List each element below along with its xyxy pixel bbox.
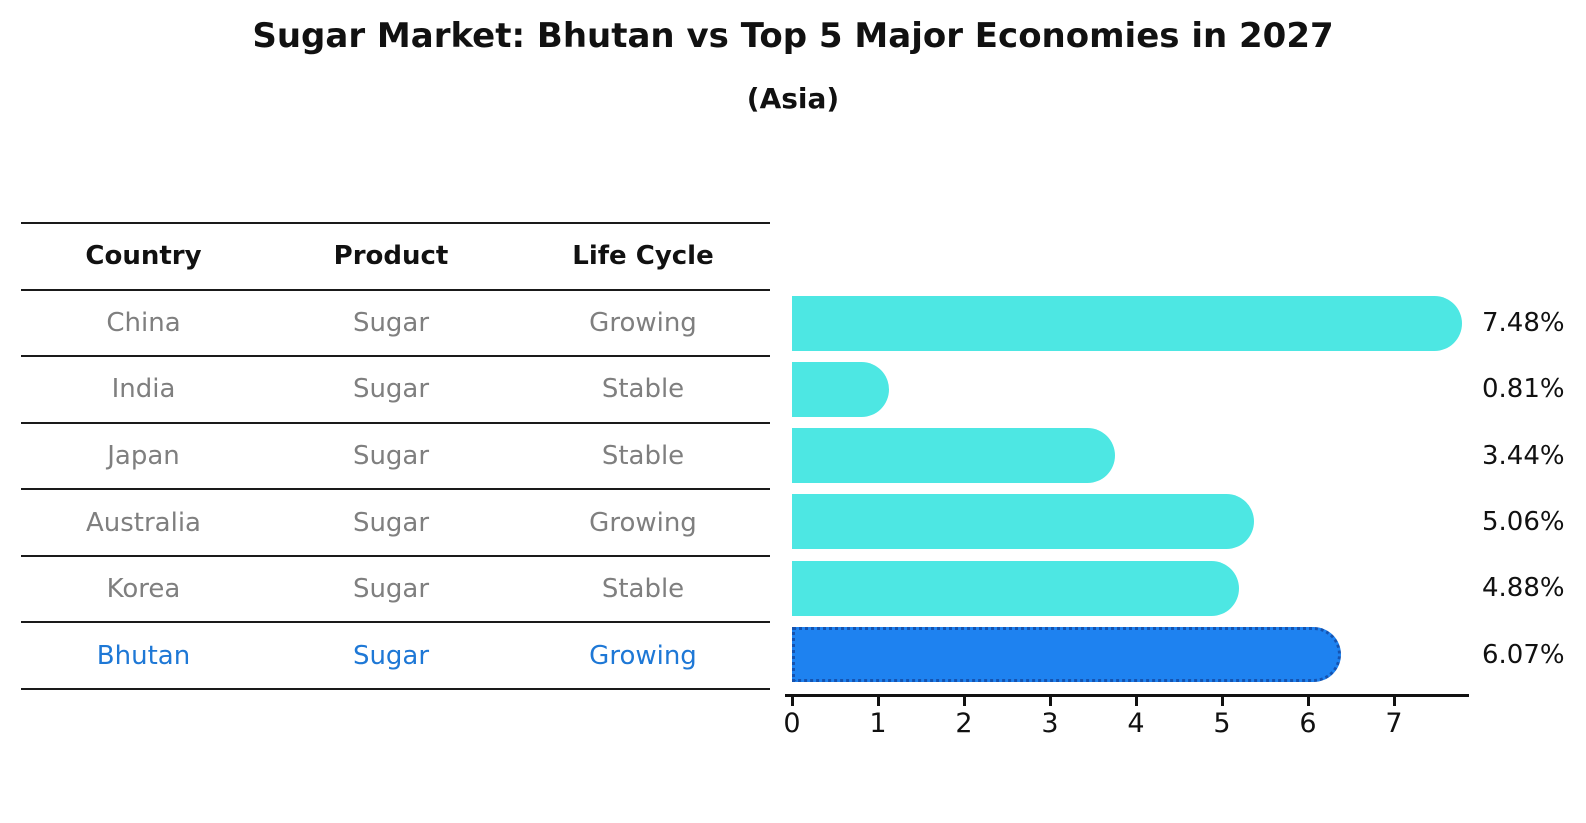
- cell-country: Bhutan: [96, 640, 191, 671]
- cell-product: Sugar: [352, 307, 430, 338]
- tick-mark: [1049, 697, 1052, 706]
- cell-product: Sugar: [352, 374, 430, 405]
- bar-row-korea: 4.88%: [792, 555, 1586, 621]
- tick-label: 4: [1127, 708, 1145, 739]
- tick-label: 6: [1299, 708, 1317, 739]
- table-row: Korea Sugar Stable: [21, 554, 770, 622]
- x-axis: 0 1 2 3 4 5 6 7: [783, 694, 1469, 754]
- tick-label: 7: [1385, 708, 1403, 739]
- tick-label: 3: [1041, 708, 1059, 739]
- bar-row-bhutan: 6.07%: [792, 622, 1586, 688]
- tick-mark: [1135, 697, 1138, 706]
- header-product: Product: [333, 241, 449, 272]
- tick-mark: [791, 697, 794, 706]
- tick-mark: [1221, 697, 1224, 706]
- cell-product: Sugar: [352, 440, 430, 471]
- value-label-japan: 3.44%: [1482, 440, 1565, 471]
- bar-bhutan-highlight: [792, 627, 1342, 683]
- cell-life-cycle: Growing: [589, 640, 697, 671]
- cell-life-cycle: Growing: [589, 307, 697, 338]
- cell-product: Sugar: [352, 507, 430, 538]
- bar-plot-area: 7.48% 0.81% 3.44% 5.06% 4.88% 6.07%: [792, 290, 1586, 688]
- table-row: China Sugar Growing: [21, 288, 770, 356]
- bar-australia: [792, 494, 1255, 550]
- table-row-bhutan-highlight: Bhutan Sugar Growing: [21, 621, 770, 688]
- value-label-china: 7.48%: [1482, 308, 1565, 339]
- table-row: Japan Sugar Stable: [21, 421, 770, 489]
- value-label-india: 0.81%: [1482, 374, 1565, 405]
- value-label-bhutan: 6.07%: [1482, 639, 1565, 670]
- tick-label: 5: [1213, 708, 1231, 739]
- bar-japan: [792, 428, 1115, 484]
- cell-life-cycle: Growing: [589, 507, 697, 538]
- bar-row-india: 0.81%: [792, 356, 1586, 422]
- country-table: Country Product Life Cycle China Sugar G…: [21, 222, 770, 690]
- header-life-cycle: Life Cycle: [572, 241, 714, 272]
- value-label-korea: 4.88%: [1482, 573, 1565, 604]
- cell-life-cycle: Stable: [601, 374, 685, 405]
- chart-title: Sugar Market: Bhutan vs Top 5 Major Econ…: [252, 16, 1334, 56]
- cell-life-cycle: Stable: [601, 574, 685, 605]
- bar-india: [792, 361, 889, 417]
- bar-row-japan: 3.44%: [792, 423, 1586, 489]
- cell-country: Australia: [85, 507, 201, 538]
- bar-row-australia: 5.06%: [792, 489, 1586, 555]
- table-row: India Sugar Stable: [21, 355, 770, 422]
- table-row: Australia Sugar Growing: [21, 488, 770, 555]
- tick-mark: [1393, 697, 1396, 706]
- bar-row-china: 7.48%: [792, 290, 1586, 356]
- bar-korea: [792, 560, 1239, 616]
- cell-country: Korea: [106, 574, 181, 605]
- tick-label: 2: [955, 708, 973, 739]
- cell-product: Sugar: [352, 640, 430, 671]
- cell-product: Sugar: [352, 574, 430, 605]
- table-header-row: Country Product Life Cycle: [21, 222, 770, 289]
- tick-mark: [963, 697, 966, 706]
- x-axis-line: [785, 694, 1469, 697]
- cell-country: China: [106, 307, 181, 338]
- tick-mark: [1307, 697, 1310, 706]
- chart-subtitle: (Asia): [746, 82, 840, 115]
- tick-mark: [877, 697, 880, 706]
- cell-country: India: [111, 374, 176, 405]
- cell-life-cycle: Stable: [601, 440, 685, 471]
- tick-label: 0: [783, 708, 801, 739]
- bar-china: [792, 295, 1463, 351]
- header-country: Country: [85, 241, 202, 272]
- tick-label: 1: [869, 708, 887, 739]
- value-label-australia: 5.06%: [1482, 507, 1565, 538]
- cell-country: Japan: [107, 440, 180, 471]
